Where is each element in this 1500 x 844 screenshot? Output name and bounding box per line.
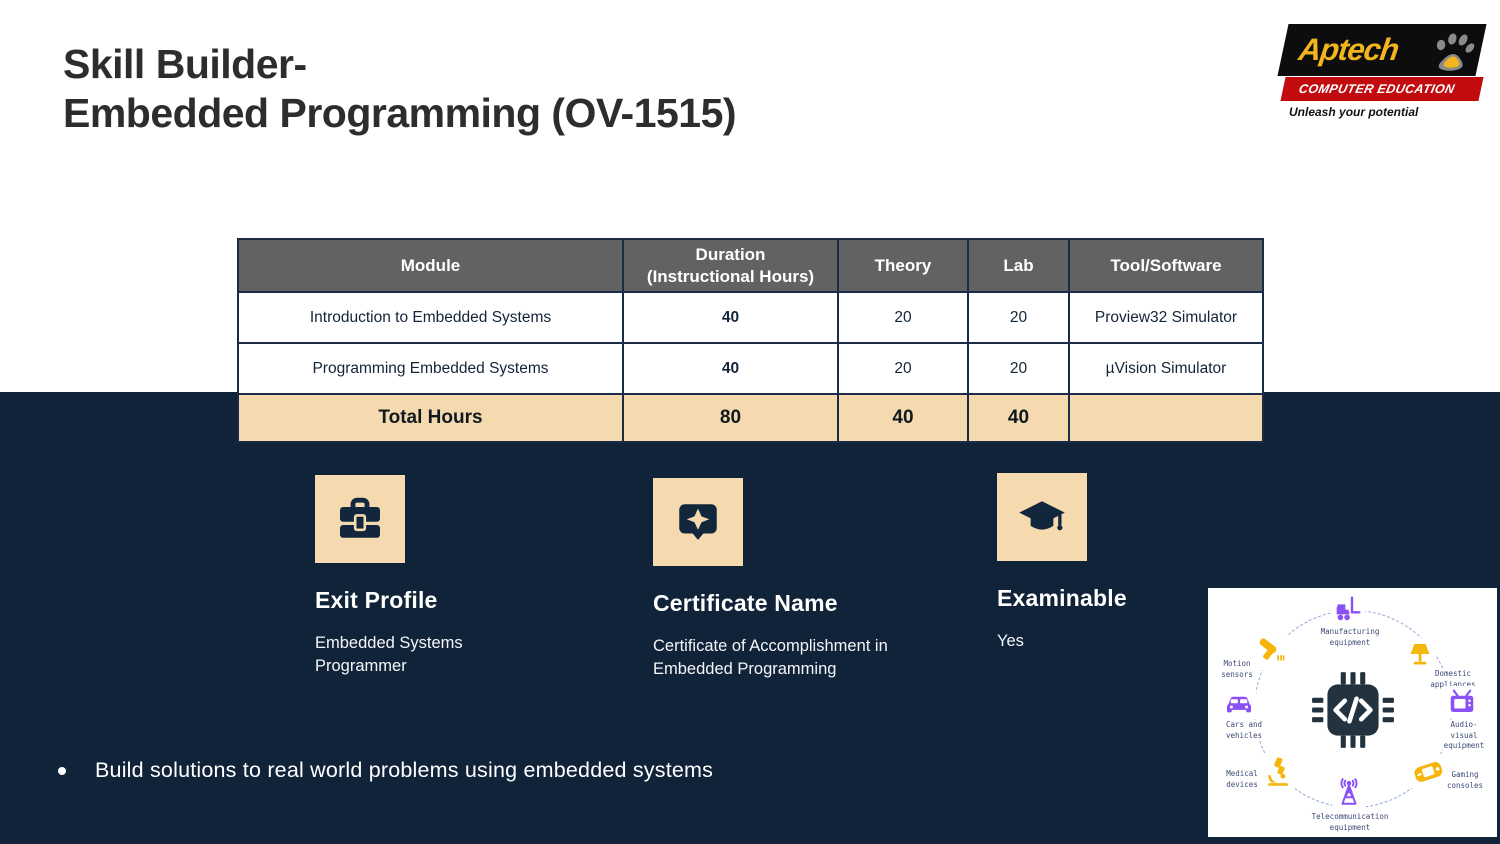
- header-lab: Lab: [967, 238, 1070, 293]
- certificate-icon: [653, 478, 743, 566]
- scanner-icon: [1251, 634, 1287, 670]
- exit-profile-card: Exit Profile Embedded Systems Programmer: [315, 475, 545, 678]
- cell-module: Programming Embedded Systems: [237, 342, 624, 395]
- forklift-icon: [1331, 592, 1365, 626]
- card-title: Examinable: [997, 585, 1127, 611]
- medical-devices-item: [1261, 754, 1295, 794]
- graduation-cap-icon: [997, 473, 1087, 561]
- manufacturing-equipment-item: [1331, 592, 1365, 630]
- aptech-division-text: COMPUTER EDUCATION: [1297, 82, 1457, 96]
- lamp-icon: [1404, 638, 1436, 670]
- bullet-dot: [58, 766, 66, 775]
- card-title: Exit Profile: [315, 587, 438, 613]
- audio-visual-equipment-item: [1446, 686, 1478, 722]
- cell-duration: 40: [622, 342, 839, 395]
- cell-tool: µVision Simulator: [1068, 342, 1264, 395]
- card-subtitle: Certificate of Accomplishment in Embedde…: [653, 637, 888, 678]
- cell-total-duration: 80: [622, 393, 839, 443]
- cars-and-vehicles-item: [1222, 687, 1256, 723]
- page-title: Skill Builder- Embedded Programming (OV-1…: [63, 40, 737, 138]
- diagram-label: Medical devices: [1225, 769, 1259, 790]
- header-module: Module: [237, 238, 624, 293]
- car-icon: [1222, 687, 1256, 719]
- aptech-division-banner: COMPUTER EDUCATION: [1280, 77, 1484, 101]
- cell-total-theory: 40: [837, 393, 969, 443]
- diagram-label: Manufacturing equipment: [1319, 627, 1381, 648]
- cell-theory: 20: [837, 291, 969, 344]
- certificate-name-card: Certificate Name Certificate of Accompli…: [653, 478, 943, 681]
- bullet-text: Build solutions to real world problems u…: [95, 758, 714, 782]
- examinable-card: Examinable Yes: [997, 473, 1227, 653]
- diagram-label: Telecommunication equipment: [1310, 812, 1390, 833]
- microscope-icon: [1261, 754, 1295, 790]
- domestic-appliances-item: [1404, 638, 1436, 674]
- embedded-applications-diagram: Manufacturing equipment Domestic applian…: [1208, 588, 1497, 837]
- cell-tool: Proview32 Simulator: [1068, 291, 1264, 344]
- course-table: Module Duration (Instructional Hours) Th…: [237, 238, 1264, 443]
- tv-icon: [1446, 686, 1478, 718]
- gaming-consoles-item: [1410, 754, 1446, 792]
- table-row: Programming Embedded Systems 40 20 20 µV…: [237, 342, 1264, 395]
- code-chip-icon: [1309, 666, 1397, 759]
- table-header-row: Module Duration (Instructional Hours) Th…: [237, 238, 1264, 293]
- cell-theory: 20: [837, 342, 969, 395]
- card-title: Certificate Name: [653, 590, 838, 616]
- scanner-icon-item: [1251, 634, 1287, 674]
- briefcase-icon: [315, 475, 405, 563]
- cell-lab: 20: [967, 291, 1070, 344]
- diagram-label: Audio-visual equipment: [1442, 720, 1486, 752]
- title-line1: Skill Builder-: [63, 41, 307, 87]
- table-total-row: Total Hours 80 40 40: [237, 393, 1264, 443]
- cell-lab: 20: [967, 342, 1070, 395]
- diagram-label: Cars and vehicles: [1224, 720, 1264, 741]
- cell-total-lab: 40: [967, 393, 1070, 443]
- aptech-logo-banner: Aptech: [1277, 24, 1487, 76]
- radio-tower-icon: [1332, 774, 1366, 810]
- diagram-label: Gaming consoles: [1445, 770, 1485, 791]
- header-duration: Duration (Instructional Hours): [622, 238, 839, 293]
- cell-total-tool: [1068, 393, 1264, 443]
- header-theory: Theory: [837, 238, 969, 293]
- card-subtitle: Yes: [997, 632, 1024, 650]
- header-tool: Tool/Software: [1068, 238, 1264, 293]
- aptech-brand-text: Aptech: [1296, 32, 1401, 67]
- game-console-icon: [1410, 754, 1446, 788]
- paw-print-icon: [1425, 29, 1479, 76]
- table-row: Introduction to Embedded Systems 40 20 2…: [237, 291, 1264, 344]
- aptech-tagline: Unleash your potential: [1289, 105, 1419, 119]
- cell-total-label: Total Hours: [237, 393, 624, 443]
- cell-module: Introduction to Embedded Systems: [237, 291, 624, 344]
- aptech-logo: Aptech COMPUTER EDUCATION Unleash your p…: [1277, 24, 1487, 119]
- cell-duration: 40: [622, 291, 839, 344]
- telecommunication-equipment-item: [1332, 774, 1366, 814]
- diagram-label: Domestic appliances: [1429, 669, 1477, 690]
- bullet-item: Build solutions to real world problems u…: [58, 758, 713, 783]
- diagram-label: Motion sensors: [1220, 659, 1254, 680]
- title-line2: Embedded Programming (OV-1515): [63, 90, 737, 136]
- card-subtitle: Embedded Systems Programmer: [315, 634, 463, 675]
